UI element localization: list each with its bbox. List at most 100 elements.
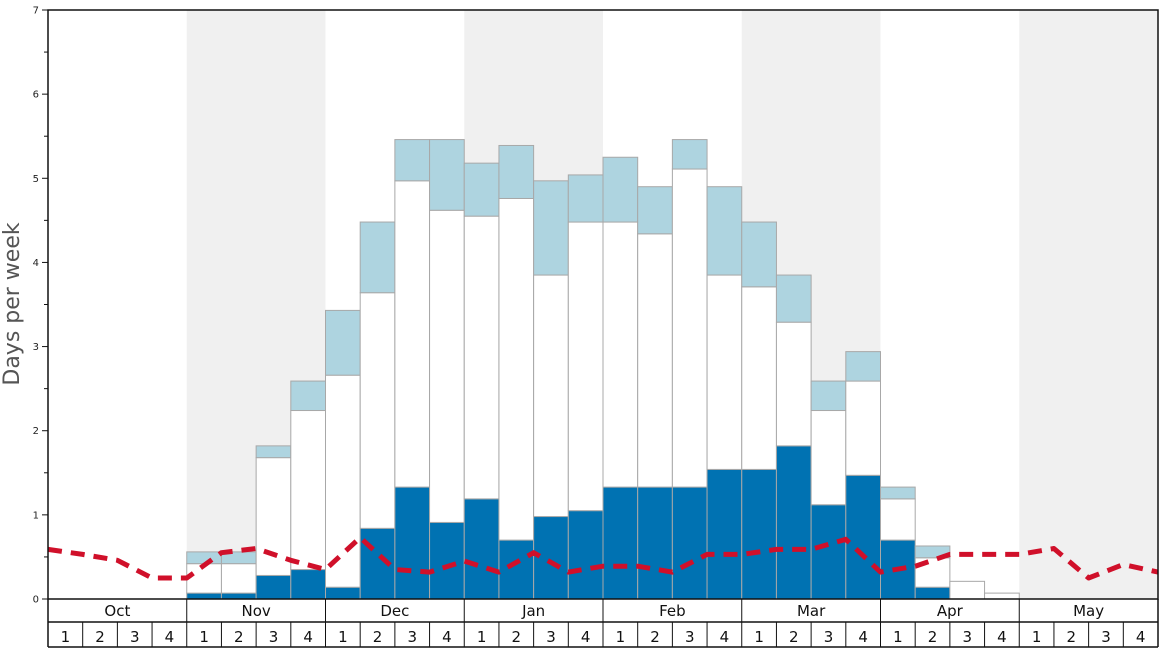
bar-segment-1-week-8: [290, 410, 326, 571]
bar-segment-0-week-9: [325, 586, 361, 600]
month-label-oct: Oct: [104, 602, 130, 620]
bar-segment-2-week-23: [810, 380, 847, 412]
bar-segment-2-week-21: [741, 221, 777, 288]
bar-segment-0-week-15: [533, 516, 569, 600]
week-label: 4: [997, 628, 1007, 646]
week-label: 3: [407, 628, 417, 646]
week-label: 4: [442, 628, 452, 646]
bar-segment-1-week-9: [325, 374, 361, 588]
month-label-feb: Feb: [659, 602, 686, 620]
bar-segment-1-week-6: [220, 563, 257, 594]
bar-segment-1-week-13: [463, 215, 500, 500]
week-label: 4: [858, 628, 868, 646]
bar-segment-1-week-16: [567, 221, 604, 512]
bar-segment-2-week-17: [602, 156, 639, 223]
month-label-jan: Jan: [521, 602, 545, 620]
y-tick-label: 7: [33, 6, 39, 17]
bar-segment-2-week-12: [429, 139, 465, 211]
bar-segment-2-week-8: [290, 380, 326, 412]
bar-segment-1-week-27: [949, 580, 986, 600]
y-tick-label: 1: [33, 510, 39, 521]
week-label: 3: [1101, 628, 1111, 646]
bar-segment-1-week-12: [429, 209, 465, 523]
week-label: 3: [962, 628, 972, 646]
bar-segment-2-week-25: [880, 486, 916, 500]
bars-layer: [186, 139, 1020, 600]
bar-segment-1-week-19: [671, 168, 708, 488]
bar-segment-0-week-18: [637, 486, 673, 600]
week-label: 4: [165, 628, 175, 646]
dashed-trend-line: [47, 535, 1159, 581]
y-tick-label: 0: [33, 595, 39, 606]
bar-segment-0-week-12: [429, 521, 465, 600]
bar-segment-0-week-17: [602, 486, 639, 600]
week-label: 4: [303, 628, 313, 646]
bar-segment-1-week-23: [810, 410, 847, 506]
week-label: 2: [789, 628, 799, 646]
bar-segment-0-week-24: [845, 474, 881, 600]
bar-segment-0-week-7: [255, 574, 292, 600]
bar-segment-2-week-20: [706, 186, 743, 276]
week-label: 2: [512, 628, 522, 646]
week-label: 1: [477, 628, 487, 646]
bar-segment-0-week-21: [741, 468, 777, 600]
bar-segment-0-week-19: [671, 486, 708, 600]
bar-segment-2-week-13: [463, 162, 500, 217]
bar-segment-0-week-14: [498, 539, 535, 600]
week-label: 2: [234, 628, 244, 646]
week-label: 4: [720, 628, 730, 646]
bar-segment-2-week-11: [394, 139, 431, 182]
week-label: 1: [199, 628, 209, 646]
bar-segment-1-week-14: [498, 197, 535, 541]
y-axis-title: Days per week: [0, 222, 25, 385]
bar-segment-0-week-22: [775, 445, 812, 600]
week-label: 3: [546, 628, 556, 646]
week-label: 2: [95, 628, 105, 646]
week-label: 1: [754, 628, 764, 646]
bar-segment-1-week-17: [602, 221, 639, 488]
bar-segment-1-week-18: [637, 233, 673, 488]
month-label-apr: Apr: [937, 602, 964, 620]
y-tick-label: 3: [33, 342, 39, 353]
week-label: 2: [1067, 628, 1077, 646]
bar-segment-2-week-7: [255, 445, 292, 459]
bar-segment-2-week-19: [671, 139, 708, 170]
bar-segment-1-week-11: [394, 180, 431, 488]
bar-segment-1-week-20: [706, 274, 743, 470]
bar-segment-0-week-13: [463, 498, 500, 600]
week-label: 4: [1136, 628, 1146, 646]
y-tick-label: 5: [33, 174, 39, 185]
y-tick-label: 4: [33, 258, 39, 269]
week-label: 4: [581, 628, 591, 646]
week-label: 3: [130, 628, 140, 646]
week-label: 3: [685, 628, 695, 646]
bar-segment-0-week-6: [220, 592, 257, 600]
y-tick-label: 2: [33, 426, 39, 437]
week-label: 3: [269, 628, 279, 646]
y-tick-label: 6: [33, 90, 39, 101]
x-axis: Oct Nov Dec Jan Feb Mar Apr May 1 2 3 4 1 2 3 4 1 2 3 4 1 2 3 4…: [47, 599, 1159, 648]
bar-segment-1-week-25: [880, 498, 916, 541]
month-label-dec: Dec: [380, 602, 409, 620]
bar-segment-2-week-22: [775, 274, 812, 323]
bar-segment-2-week-26: [914, 545, 951, 559]
bar-segment-2-week-14: [498, 144, 535, 199]
bar-segment-2-week-10: [359, 221, 396, 294]
bar-segment-0-week-8: [290, 569, 326, 600]
bar-segment-1-week-22: [775, 321, 812, 447]
bar-segment-2-week-9: [325, 309, 361, 376]
bar-segment-1-week-24: [845, 380, 881, 476]
bar-segment-0-week-23: [810, 504, 847, 600]
dashed-line-layer: [47, 535, 1159, 581]
bar-segment-0-week-26: [914, 586, 951, 600]
bar-segment-1-week-15: [533, 274, 569, 518]
bar-segment-2-week-5: [186, 551, 222, 565]
bar-segment-1-week-28: [984, 592, 1020, 600]
week-label: 2: [373, 628, 383, 646]
month-label-may: May: [1073, 602, 1104, 620]
bar-segment-1-week-10: [359, 292, 396, 529]
month-label-nov: Nov: [241, 602, 270, 620]
bar-segment-2-week-24: [845, 351, 881, 382]
